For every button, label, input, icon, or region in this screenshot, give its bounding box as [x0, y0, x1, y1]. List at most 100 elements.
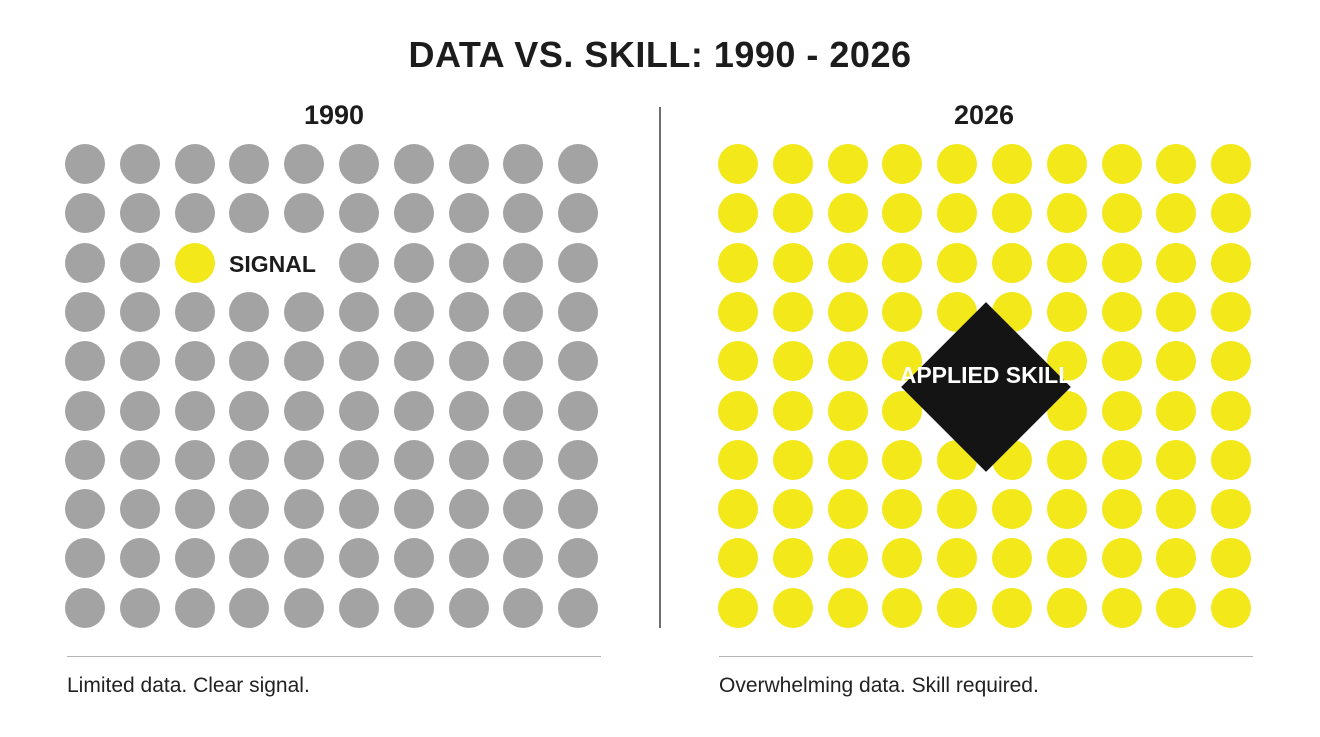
right-rule	[719, 656, 1253, 657]
data-dot	[1211, 144, 1252, 184]
data-dot	[718, 439, 758, 480]
data-dot	[992, 242, 1032, 283]
data-dot	[1101, 538, 1142, 579]
data-dot	[65, 291, 105, 332]
data-dot	[772, 144, 813, 184]
data-dot	[772, 538, 813, 579]
page-title: DATA VS. SKILL: 1990 - 2026	[408, 34, 912, 75]
data-dot	[1211, 538, 1252, 579]
data-dot	[882, 242, 923, 283]
data-dot	[339, 489, 379, 530]
data-dot	[119, 587, 160, 628]
data-dot	[1046, 538, 1087, 579]
data-dot	[1101, 144, 1142, 184]
data-dot	[1211, 439, 1252, 480]
data-dot	[174, 489, 215, 530]
data-dot	[339, 242, 379, 283]
data-dot	[718, 489, 758, 530]
data-dot	[1156, 587, 1197, 628]
data-dot	[718, 587, 758, 628]
data-dot	[1101, 291, 1142, 332]
data-dot	[772, 587, 813, 628]
data-dot	[65, 587, 105, 628]
data-dot	[772, 242, 813, 283]
data-dot	[772, 439, 813, 480]
data-dot	[284, 587, 325, 628]
data-dot	[503, 538, 544, 579]
data-dot	[1101, 242, 1142, 283]
data-dot	[558, 193, 599, 234]
data-dot	[827, 341, 868, 382]
data-dot	[937, 193, 978, 234]
data-dot	[1046, 193, 1087, 234]
data-dot	[119, 144, 160, 184]
data-dot	[448, 341, 489, 382]
data-dot	[229, 390, 270, 431]
data-dot	[1211, 341, 1252, 382]
data-dot	[718, 390, 758, 431]
data-dot	[339, 341, 379, 382]
data-dot	[448, 291, 489, 332]
caption-2026: Overwhelming data. Skill required.	[719, 674, 1039, 697]
data-dot	[119, 341, 160, 382]
data-dot	[558, 587, 599, 628]
data-dot	[772, 489, 813, 530]
data-dot	[1046, 242, 1087, 283]
data-dot	[503, 341, 544, 382]
data-dot	[718, 193, 758, 234]
data-dot	[284, 291, 325, 332]
data-dot	[772, 341, 813, 382]
data-dot	[174, 538, 215, 579]
data-dot	[339, 538, 379, 579]
data-dot	[558, 439, 599, 480]
data-dot	[992, 587, 1032, 628]
data-dot	[65, 489, 105, 530]
data-dot	[1101, 193, 1142, 234]
signal-dot	[174, 242, 215, 283]
data-dot	[1156, 193, 1197, 234]
data-dot	[284, 144, 325, 184]
data-dot	[558, 390, 599, 431]
data-dot	[393, 193, 434, 234]
data-dot	[65, 538, 105, 579]
data-dot	[503, 587, 544, 628]
data-dot	[1156, 439, 1197, 480]
data-dot	[284, 489, 325, 530]
data-dot	[992, 144, 1032, 184]
data-dot	[718, 144, 758, 184]
data-dot	[174, 439, 215, 480]
data-dot	[718, 291, 758, 332]
signal-label: SIGNAL	[229, 251, 316, 277]
data-dot	[772, 390, 813, 431]
data-dot	[339, 193, 379, 234]
data-dot	[882, 489, 923, 530]
data-dot	[393, 489, 434, 530]
data-dot	[174, 144, 215, 184]
data-dot	[339, 390, 379, 431]
data-dot	[65, 144, 105, 184]
data-dot	[284, 341, 325, 382]
data-dot	[503, 489, 544, 530]
data-dot	[229, 341, 270, 382]
data-dot	[1101, 439, 1142, 480]
data-dot	[393, 242, 434, 283]
data-dot	[827, 291, 868, 332]
data-dot	[503, 291, 544, 332]
data-dot	[718, 341, 758, 382]
data-dot	[1156, 341, 1197, 382]
data-dot	[992, 489, 1032, 530]
data-dot	[119, 193, 160, 234]
data-dot	[827, 242, 868, 283]
data-dot	[882, 538, 923, 579]
data-dot	[229, 538, 270, 579]
data-dot	[284, 538, 325, 579]
data-dot	[827, 390, 868, 431]
data-dot	[1156, 242, 1197, 283]
data-dot	[393, 390, 434, 431]
data-dot	[393, 291, 434, 332]
data-dot	[503, 193, 544, 234]
data-dot	[448, 390, 489, 431]
data-dot	[1046, 587, 1087, 628]
data-dot	[448, 242, 489, 283]
data-dot	[772, 193, 813, 234]
